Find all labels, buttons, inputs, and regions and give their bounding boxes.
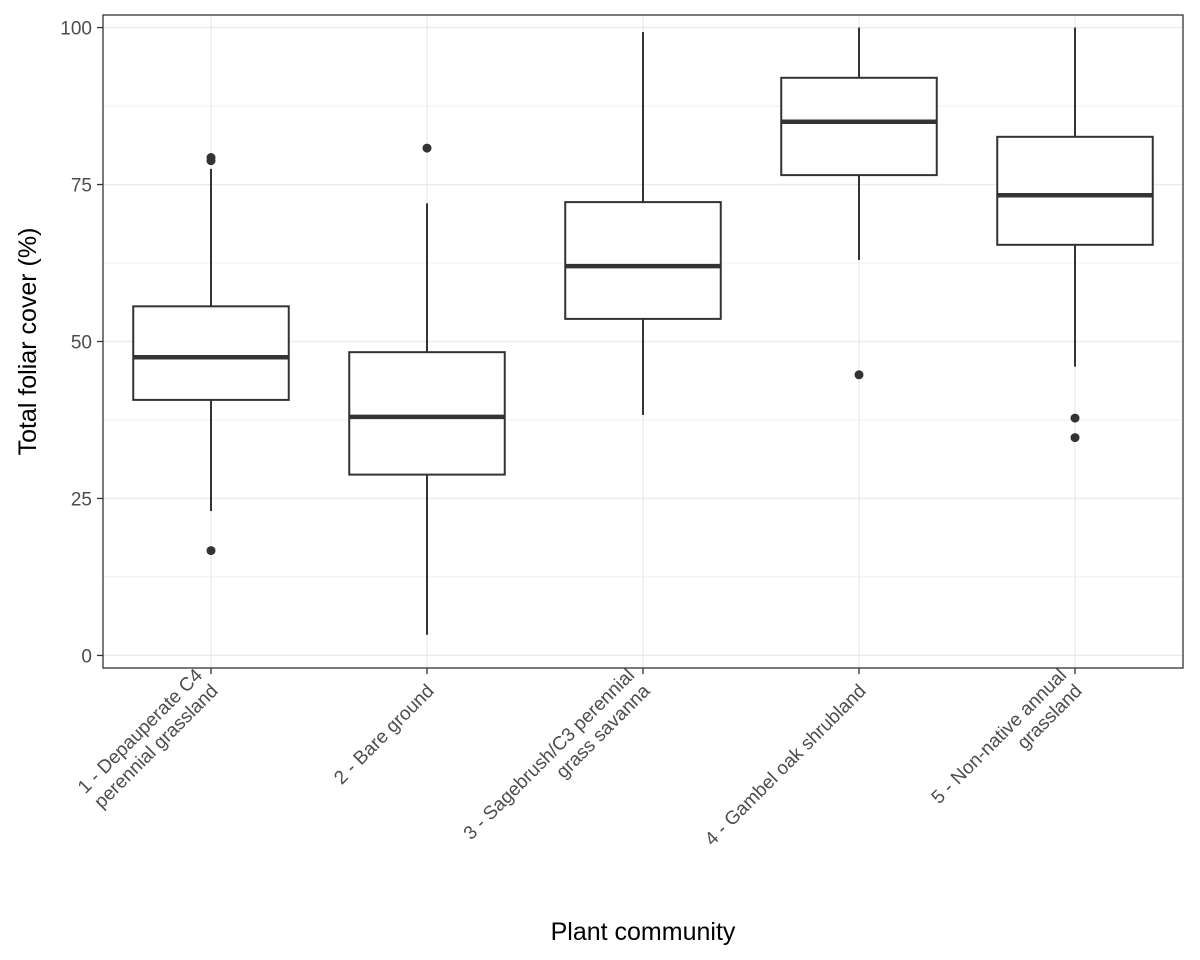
x-axis-title: Plant community bbox=[551, 918, 736, 946]
y-tick-label: 50 bbox=[71, 333, 92, 354]
box-group bbox=[132, 153, 290, 556]
box-group bbox=[564, 31, 722, 415]
y-tick-label: 0 bbox=[81, 646, 92, 667]
box-group bbox=[348, 143, 506, 635]
y-axis: 0 25 50 75 100 bbox=[60, 19, 103, 667]
box bbox=[780, 76, 938, 177]
outlier-point bbox=[1070, 433, 1080, 443]
outlier-point bbox=[1070, 413, 1080, 423]
box bbox=[348, 351, 506, 476]
y-tick-label: 25 bbox=[71, 489, 92, 510]
box-group bbox=[780, 27, 938, 380]
box bbox=[132, 305, 290, 401]
box bbox=[996, 135, 1154, 246]
outlier-point bbox=[422, 143, 432, 153]
boxes bbox=[132, 27, 1154, 635]
y-axis-title: Total foliar cover (%) bbox=[14, 228, 42, 456]
outlier-point bbox=[854, 370, 864, 380]
outlier-point bbox=[206, 153, 216, 163]
outlier-point bbox=[206, 546, 216, 556]
y-tick-label: 75 bbox=[71, 176, 92, 197]
box bbox=[564, 201, 722, 320]
y-tick-label: 100 bbox=[60, 19, 92, 40]
box-group bbox=[996, 27, 1154, 443]
